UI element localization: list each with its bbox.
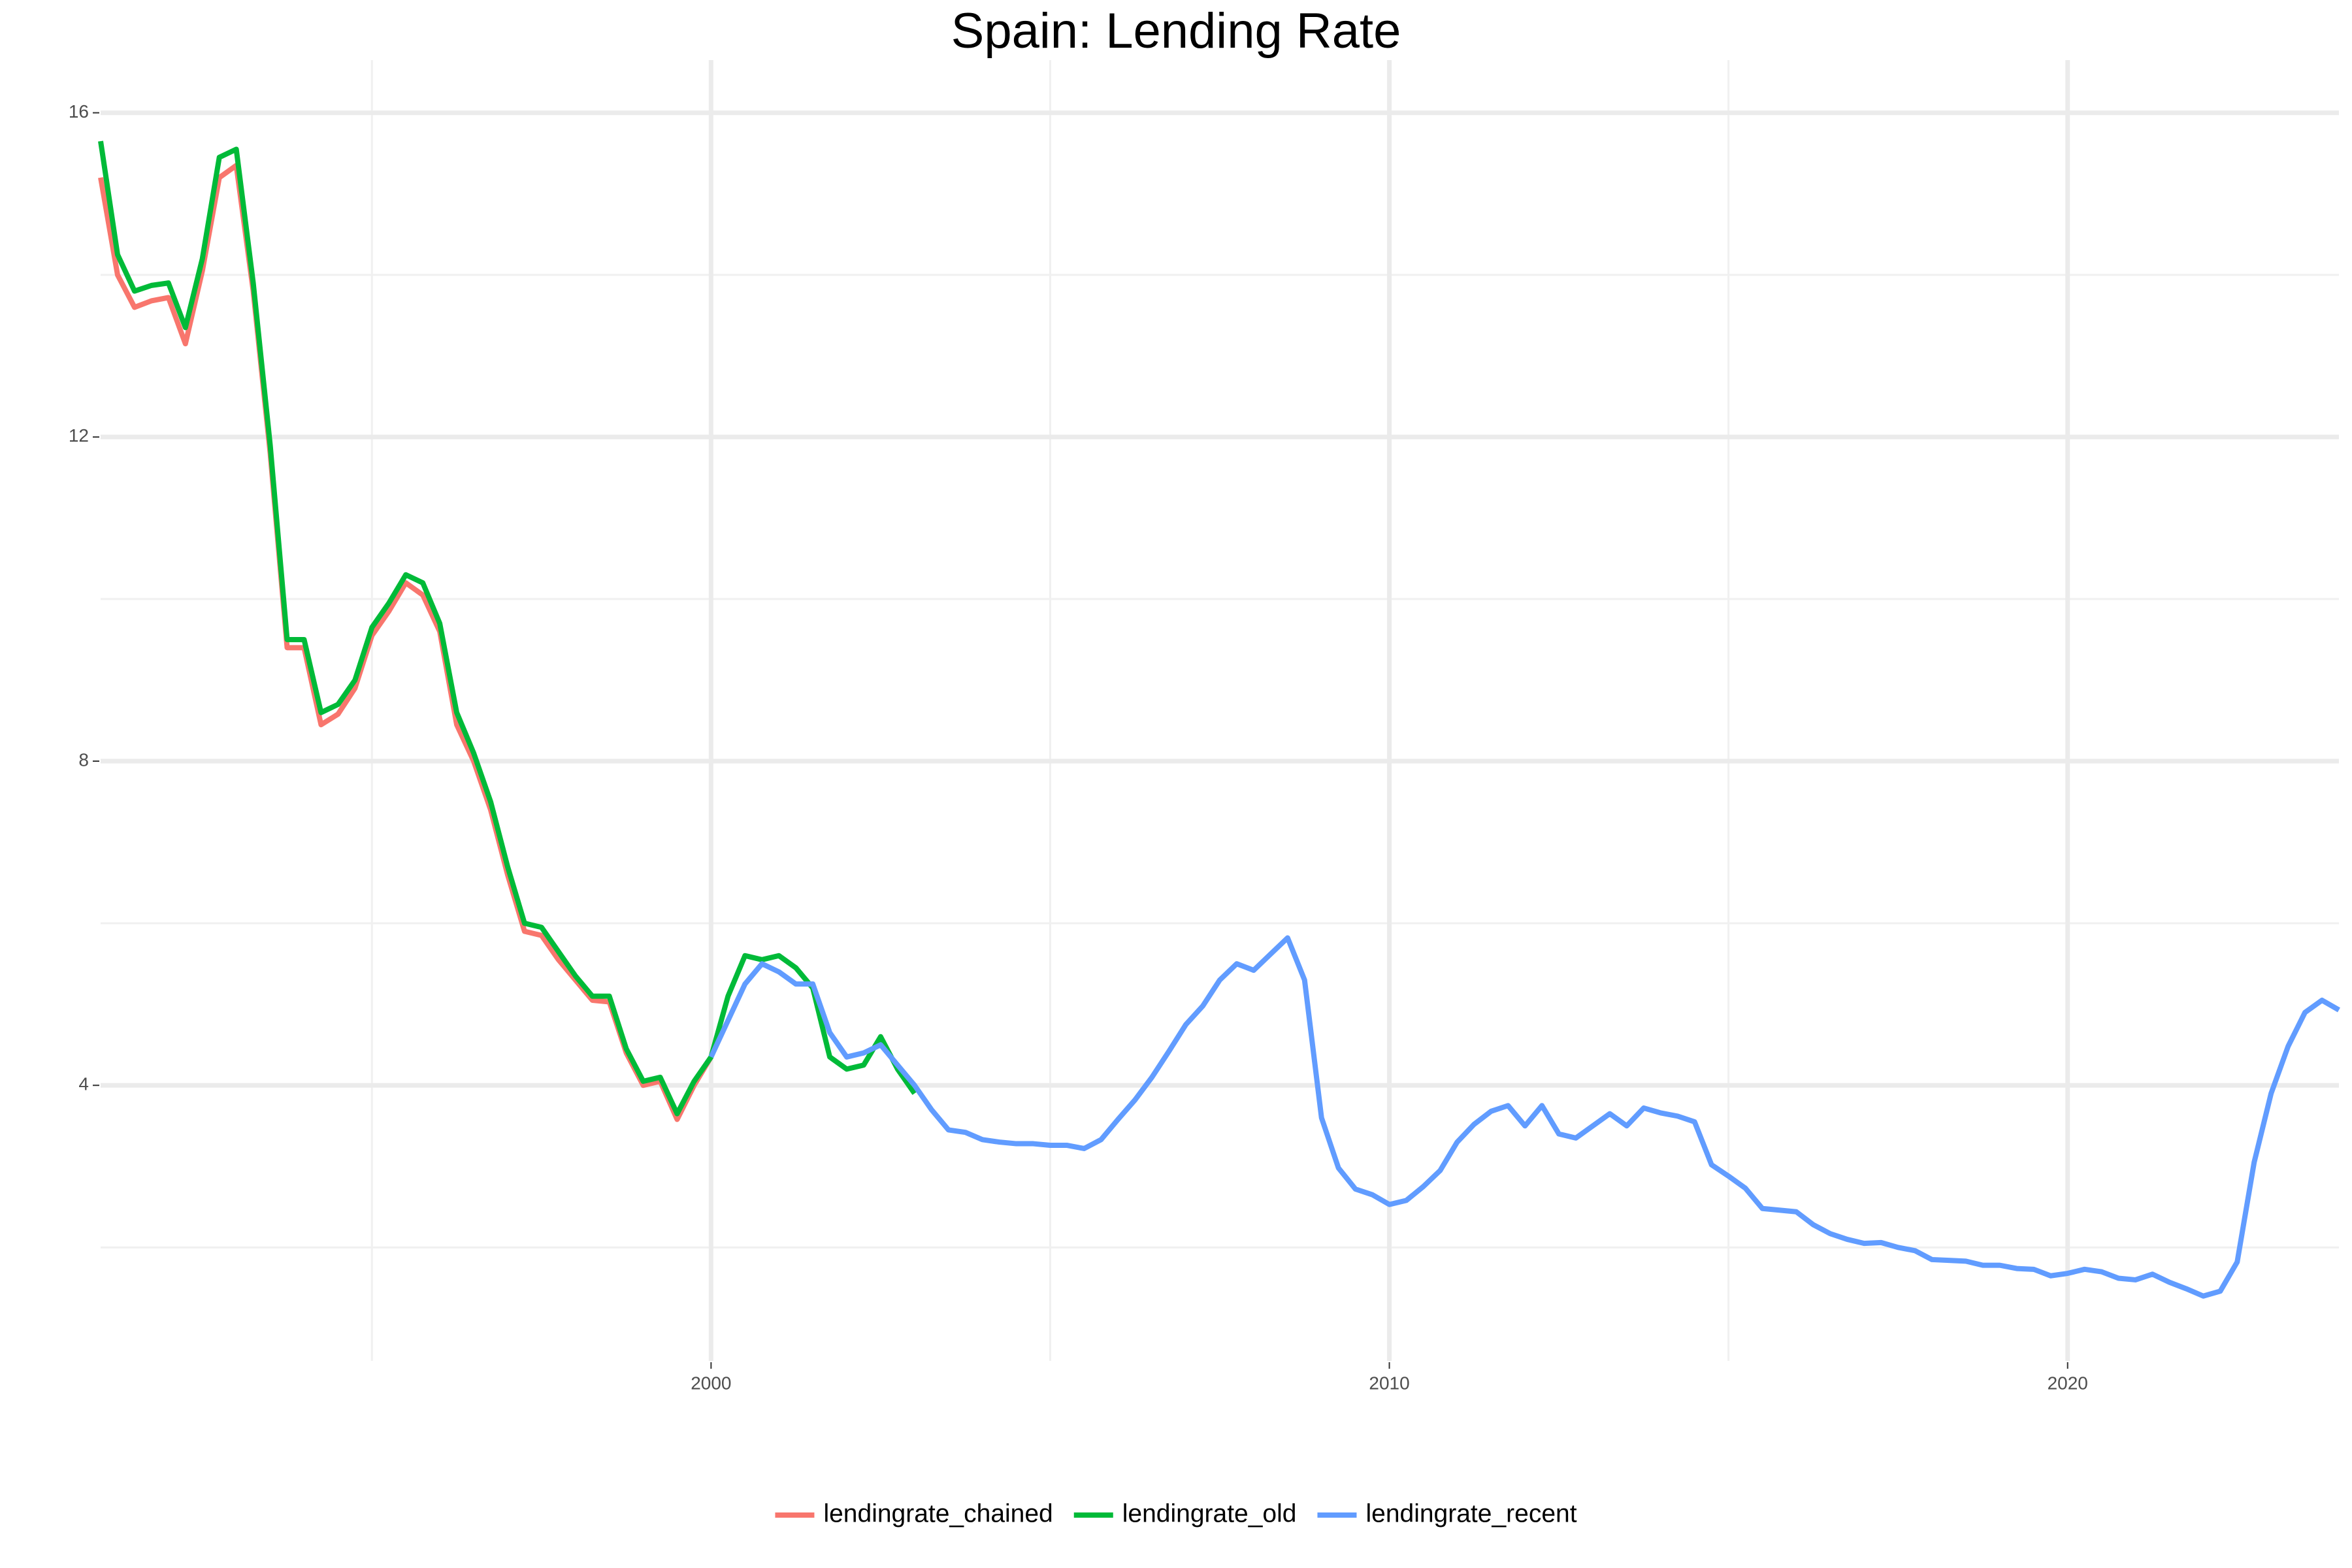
legend: lendingrate_chained lendingrate_old lendin… xyxy=(775,1499,1577,1527)
y-tick-label: 16 xyxy=(69,101,89,122)
legend-label: lendingrate_old xyxy=(1122,1499,1297,1527)
y-tick-label: 8 xyxy=(78,749,89,770)
series-line xyxy=(708,935,2340,1299)
y-tick-label: 12 xyxy=(69,425,89,446)
grid: 4 8 12 16 2000 2010 2020 xyxy=(69,60,2339,1393)
y-tick-label: 4 xyxy=(78,1074,89,1094)
series-line xyxy=(98,140,917,1117)
legend-label: lendingrate_chained xyxy=(823,1499,1053,1527)
plot-lines xyxy=(98,140,2340,1299)
x-tick-label: 2020 xyxy=(2048,1373,2088,1393)
chart-title: Spain: Lending Rate xyxy=(951,3,1401,59)
x-tick-label: 2010 xyxy=(1369,1373,1409,1393)
legend-label: lendingrate_recent xyxy=(1365,1499,1576,1527)
x-tick-label: 2000 xyxy=(691,1373,731,1393)
